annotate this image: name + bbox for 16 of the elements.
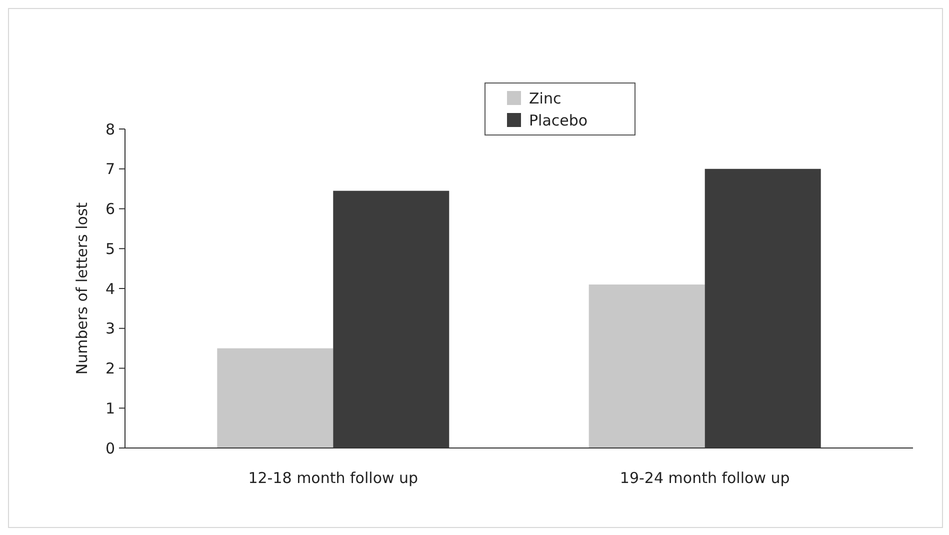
y-tick-label: 6 bbox=[105, 200, 115, 218]
y-axis-title: Numbers of letters lost bbox=[73, 202, 91, 375]
y-tick-label: 1 bbox=[105, 399, 115, 418]
x-tick-label: 12-18 month follow up bbox=[248, 469, 418, 487]
y-tick-label: 4 bbox=[105, 280, 115, 298]
x-tick-label: 19-24 month follow up bbox=[620, 469, 790, 487]
legend-label: Zinc bbox=[529, 89, 562, 108]
y-tick-label: 7 bbox=[105, 160, 115, 178]
bar bbox=[588, 284, 705, 448]
legend-label: Placebo bbox=[529, 111, 588, 130]
y-tick-label: 5 bbox=[105, 240, 115, 258]
bar bbox=[217, 348, 334, 448]
y-tick-label: 0 bbox=[105, 439, 115, 458]
y-tick-label: 3 bbox=[105, 320, 115, 338]
y-tick-label: 8 bbox=[105, 120, 115, 138]
y-tick-label: 2 bbox=[105, 360, 115, 378]
